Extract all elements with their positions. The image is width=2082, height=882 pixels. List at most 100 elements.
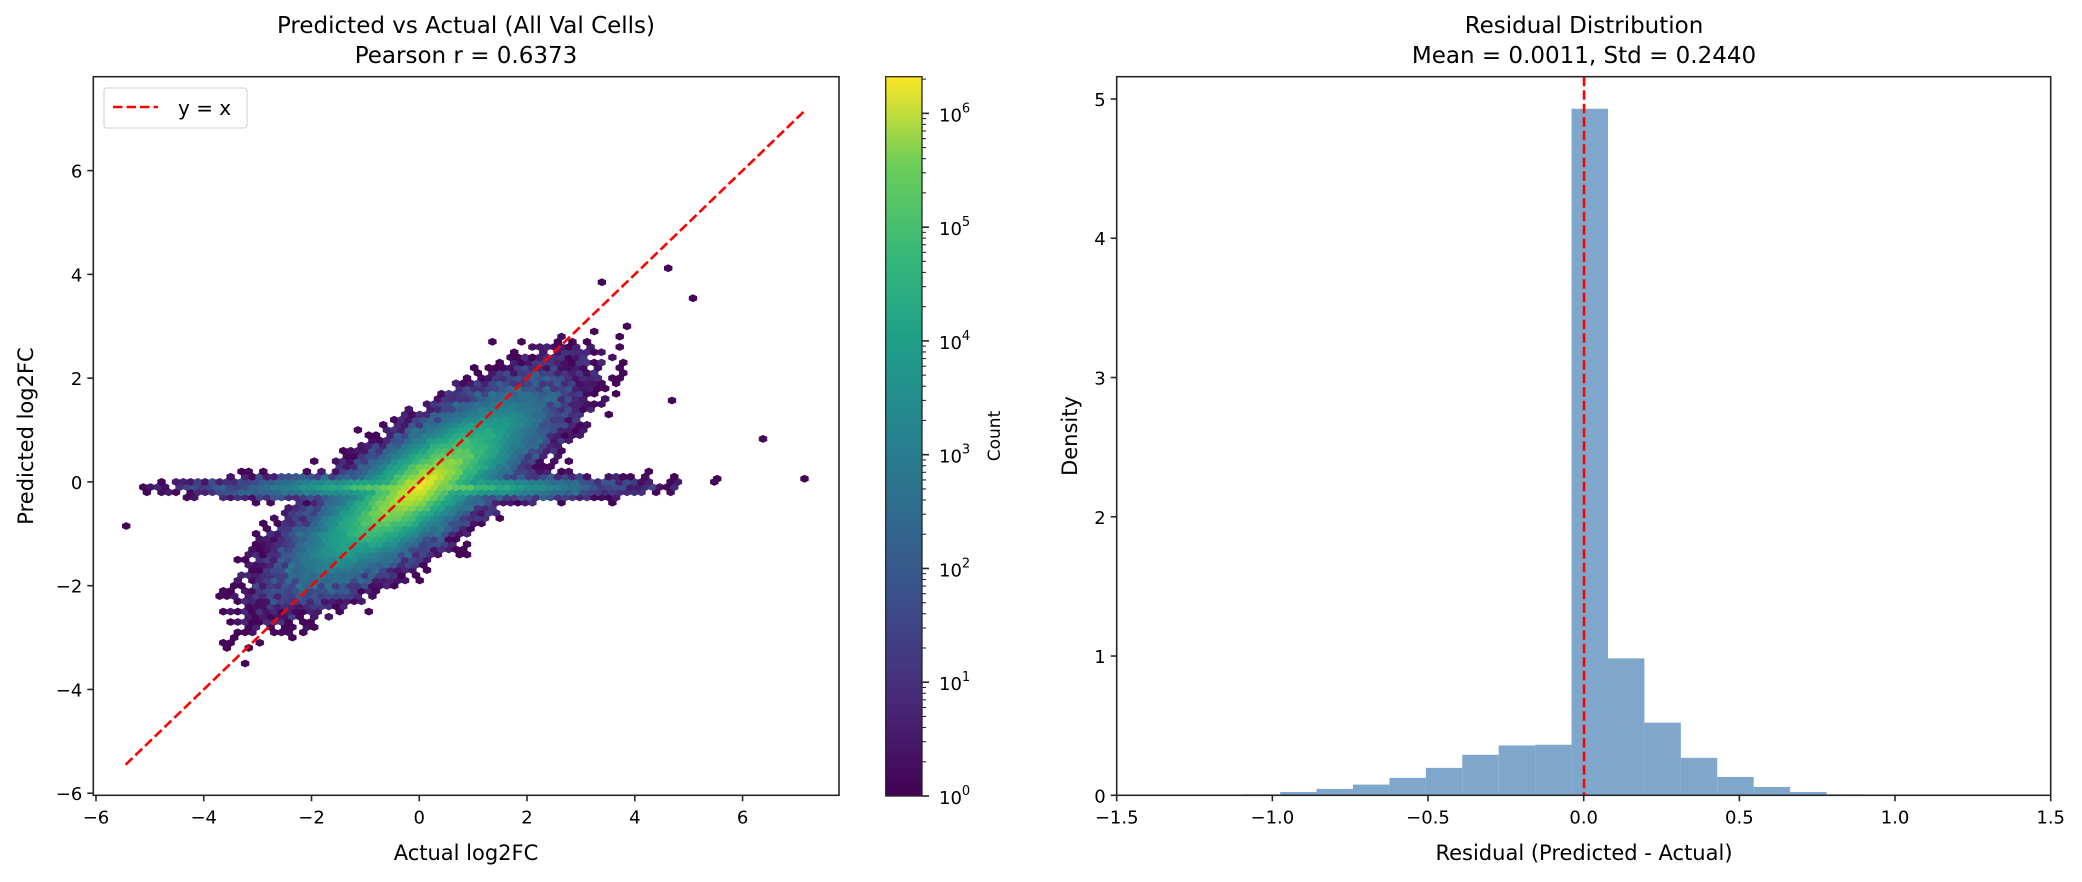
- hex-bin: [309, 457, 319, 466]
- hex-bin: [302, 467, 312, 476]
- hex-bin: [495, 358, 504, 367]
- colorbar-tick-label: 100: [939, 784, 970, 809]
- hex-bin: [589, 358, 599, 367]
- hex-bin: [619, 358, 628, 367]
- histogram-bar: [1425, 767, 1463, 796]
- x-tick-label: 0.0: [1569, 807, 1598, 828]
- histogram-bar: [1680, 757, 1718, 796]
- hex-bin: [712, 474, 722, 483]
- x-tick-label: 6: [737, 807, 748, 828]
- hex-bin: [451, 379, 461, 388]
- hex-bin: [462, 374, 472, 383]
- hex-bin: [422, 400, 432, 409]
- hex-bin: [193, 477, 202, 486]
- hex-bin: [219, 638, 228, 647]
- hex-bin: [255, 638, 264, 647]
- hex-bin: [535, 343, 544, 351]
- y-tick-label: 0: [71, 473, 82, 494]
- hex-bin: [226, 472, 235, 481]
- colorbar-tick-label: 105: [939, 215, 970, 240]
- histogram-x-ticks: −1.5 −1.0 −0.5 0.0 0.5 1.0 1.5: [1095, 795, 2065, 828]
- hex-bin: [269, 514, 279, 523]
- hex-bin: [608, 353, 617, 362]
- colorbar-tick-label: 102: [939, 556, 970, 581]
- hex-bin: [200, 477, 210, 486]
- hex-bin: [233, 628, 242, 637]
- histogram-bar: [1717, 776, 1754, 796]
- y-tick-label: 3: [1094, 369, 1105, 390]
- hex-bin: [611, 472, 621, 481]
- colorbar-ticks: 100 101 102 103 104 105 106: [922, 78, 970, 809]
- x-tick-label: −1.0: [1251, 807, 1295, 828]
- hex-bin: [404, 405, 414, 414]
- histogram-bar: [1462, 754, 1499, 796]
- hex-bin: [233, 618, 242, 626]
- x-tick-label: 1.0: [1881, 807, 1910, 828]
- hex-bin: [619, 472, 628, 481]
- hex-bin: [667, 396, 677, 405]
- hex-bin: [364, 431, 374, 440]
- hex-bin: [597, 348, 606, 357]
- hex-bin: [389, 415, 399, 424]
- hex-bin: [582, 420, 592, 429]
- hex-bin: [146, 483, 155, 492]
- hex-bin: [615, 343, 624, 351]
- hex-bin: [259, 519, 268, 528]
- legend[interactable]: y = x: [103, 87, 248, 129]
- histogram-bar: [1389, 777, 1426, 796]
- histogram-x-axis-label: Residual (Predicted - Actual): [1435, 841, 1732, 865]
- hexbin-x-ticks: −6 −4 −2 0 2 4 6: [83, 795, 748, 828]
- histogram-y-ticks: 0 1 2 3 4 5: [1094, 90, 1117, 807]
- hex-bin: [237, 467, 246, 476]
- hex-bin: [233, 555, 242, 564]
- hex-bin: [353, 426, 363, 434]
- hexbin-y-axis-label: Predicted log2FC: [14, 347, 38, 524]
- hex-bin: [568, 337, 577, 346]
- y-tick-label: −2: [56, 577, 83, 598]
- histogram-bar: [1790, 791, 1827, 796]
- hex-bin: [528, 353, 537, 362]
- colorbar-tick-label: 104: [939, 329, 970, 354]
- hex-bin: [240, 659, 250, 668]
- x-tick-label: 0: [414, 807, 425, 828]
- hex-bin: [589, 327, 599, 336]
- hex-bin: [346, 446, 355, 455]
- hex-bin: [655, 483, 664, 492]
- hex-bin: [589, 400, 599, 409]
- y-tick-label: 1: [1094, 647, 1105, 668]
- hex-bin: [488, 337, 497, 346]
- colorbar-tick-label: 106: [939, 101, 970, 126]
- hex-bin: [219, 607, 228, 616]
- y-tick-label: 6: [71, 162, 82, 183]
- hex-bin: [139, 483, 148, 492]
- hex-bin: [233, 607, 242, 616]
- hex-bin: [215, 477, 224, 486]
- reference-line-y-equals-x: [124, 110, 806, 766]
- y-tick-label: 4: [71, 265, 82, 286]
- hex-bin: [622, 322, 632, 331]
- hex-bin: [758, 434, 768, 443]
- hex-bin: [269, 472, 279, 481]
- x-tick-label: 0.5: [1725, 807, 1754, 828]
- x-tick-label: 1.5: [2036, 807, 2065, 828]
- hex-bin: [600, 394, 610, 403]
- y-tick-label: −4: [56, 680, 83, 701]
- hex-bin: [663, 264, 673, 273]
- histogram-y-axis-label: Density: [1058, 396, 1082, 476]
- x-tick-label: 4: [629, 807, 640, 828]
- hex-bin: [800, 474, 809, 483]
- hex-bin: [670, 472, 679, 481]
- histogram-bar: [1353, 784, 1390, 796]
- hexbin-axes-frame: [92, 75, 840, 797]
- hex-bin: [277, 472, 286, 481]
- hexbin-title: Predicted vs Actual (All Val Cells): [277, 13, 655, 39]
- hex-bin: [226, 618, 235, 626]
- hex-bin: [542, 343, 552, 351]
- hex-bin: [688, 294, 698, 303]
- hexbin-panel: Predicted vs Actual (All Val Cells) Pear…: [14, 13, 840, 865]
- hex-bin: [244, 467, 253, 476]
- hex-bin: [259, 467, 268, 476]
- x-tick-label: −4: [190, 807, 217, 828]
- hex-bin: [324, 612, 334, 621]
- hex-bin: [608, 374, 617, 383]
